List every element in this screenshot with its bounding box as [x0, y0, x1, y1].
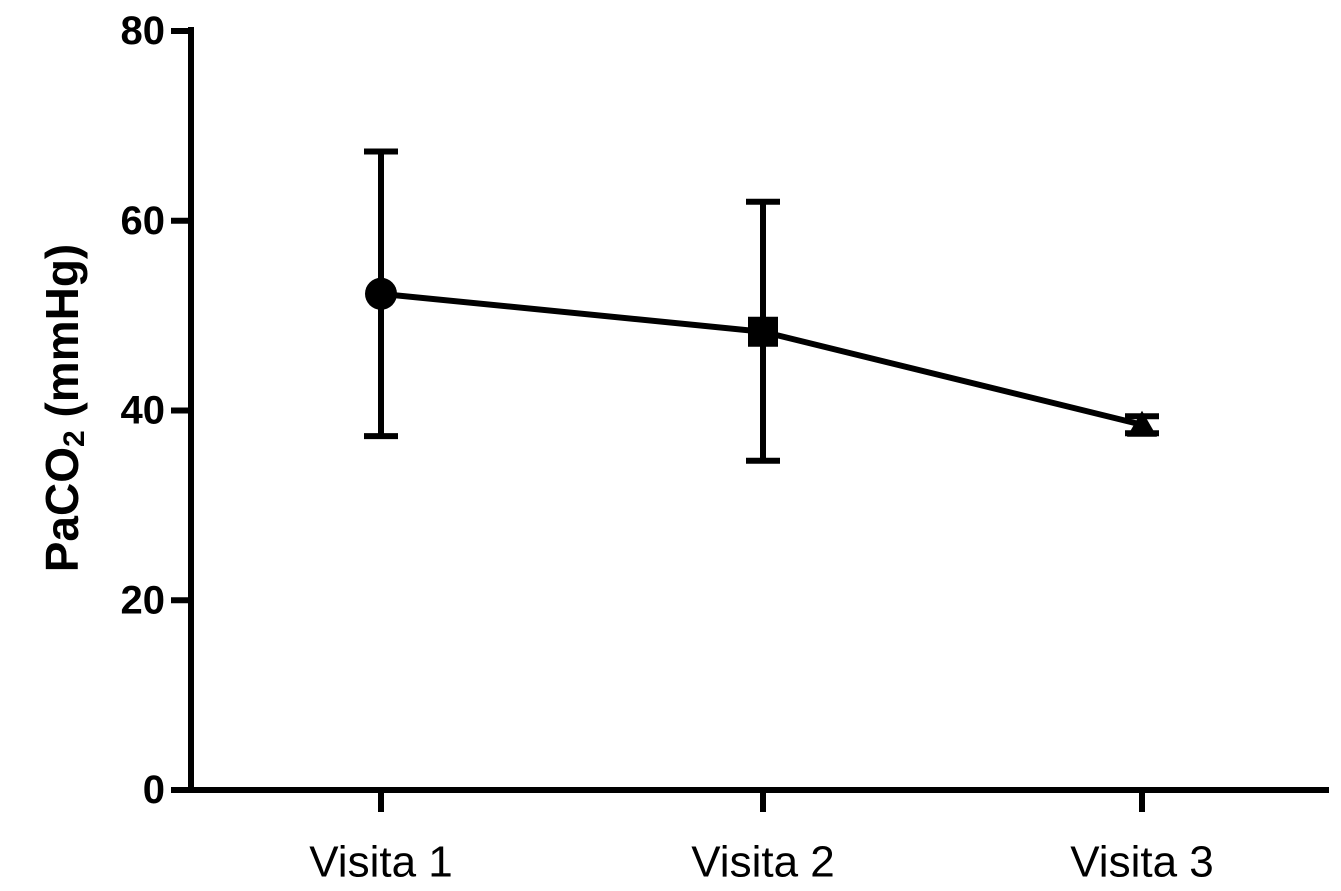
- y-ticks: 0 20 40 60 80: [121, 9, 191, 812]
- axes: [188, 27, 1329, 793]
- y-axis-title-unit: (mmHg): [36, 244, 88, 431]
- data-point-triangle: [1127, 410, 1157, 437]
- y-tick-label: 0: [143, 768, 165, 812]
- data-point-circle: [365, 277, 397, 310]
- y-axis-title: PaCO2 (mmHg): [36, 244, 91, 573]
- series: [364, 148, 1159, 464]
- y-tick-label: 80: [121, 9, 166, 53]
- y-tick-label: 60: [121, 199, 166, 243]
- y-tick-label: 20: [121, 578, 166, 622]
- y-axis-title-subscript: 2: [58, 430, 91, 447]
- x-ticks: Visita 1 Visita 2 Visita 3: [309, 790, 1214, 887]
- y-tick-label: 40: [121, 389, 166, 433]
- data-point-square: [748, 316, 778, 347]
- x-tick-label: Visita 2: [691, 838, 835, 887]
- x-tick-label: Visita 1: [309, 838, 453, 887]
- x-tick-label: Visita 3: [1070, 838, 1214, 887]
- y-axis-title-main: PaCO: [36, 447, 88, 572]
